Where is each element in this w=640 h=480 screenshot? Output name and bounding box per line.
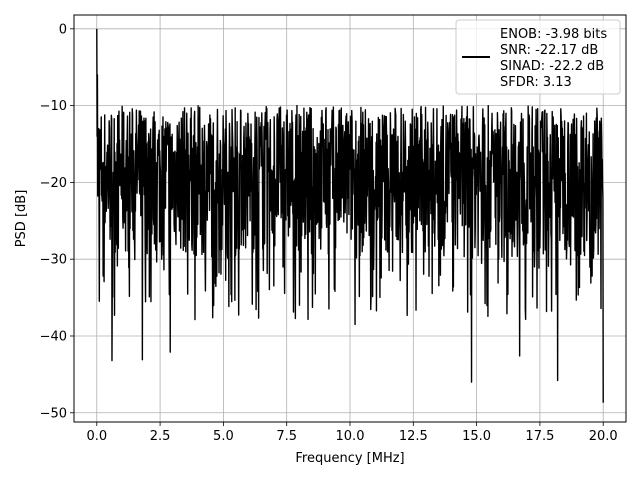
legend-box [455, 19, 621, 95]
x-tick-label: 10.0 [336, 429, 365, 444]
x-tick-label: 7.5 [276, 429, 297, 444]
x-tick-label: 2.5 [150, 429, 171, 444]
y-tick-label: −50 [40, 406, 67, 421]
x-tick-label: 0.0 [86, 429, 107, 444]
legend-entry-line: SFDR: 3.13 [500, 75, 572, 90]
y-tick-label: 0 [59, 22, 67, 37]
y-tick-label: −20 [40, 176, 67, 191]
legend-entry-line: SNR: -22.17 dB [500, 43, 598, 58]
x-axis-label: Frequency [MHz] [295, 451, 404, 466]
y-tick-label: −30 [40, 253, 67, 268]
x-tick-label: 12.5 [399, 429, 428, 444]
series-layer [96, 28, 604, 403]
y-axis-label: PSD [dB] [14, 190, 29, 248]
legend-entry-line: SINAD: -22.2 dB [500, 59, 604, 74]
x-tick-label: 5.0 [213, 429, 234, 444]
psd-series-line [96, 28, 604, 403]
x-tick-label: 20.0 [589, 429, 618, 444]
y-axis: 0 −10 −20 −30 −40 −50 [40, 22, 74, 421]
x-axis: 0.0 2.5 5.0 7.5 10.0 12.5 15.0 17.5 20.0 [86, 422, 618, 444]
legend-entry-line: ENOB: -3.98 bits [500, 27, 607, 42]
y-tick-label: −10 [40, 99, 67, 114]
x-tick-label: 17.5 [525, 429, 554, 444]
x-tick-label: 15.0 [462, 429, 491, 444]
y-tick-label: −40 [40, 329, 67, 344]
